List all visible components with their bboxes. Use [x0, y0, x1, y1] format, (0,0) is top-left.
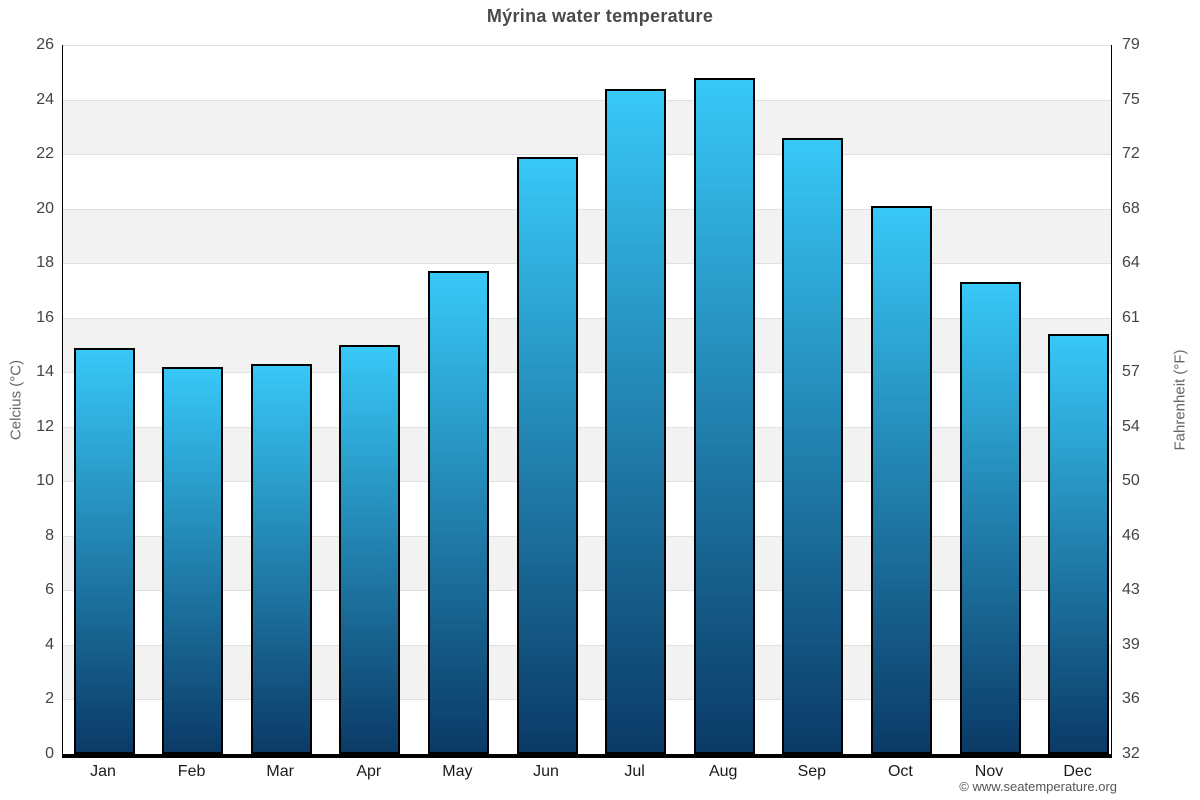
gridline	[63, 481, 1111, 483]
gridline	[63, 426, 1111, 428]
fahrenheit-tick: 72	[1122, 145, 1140, 163]
month-label-aug: Aug	[708, 763, 738, 780]
month-label-jan: Jan	[90, 763, 116, 780]
bar-jul	[605, 88, 667, 754]
month-label-jun: Jun	[533, 763, 559, 780]
bar-nov	[959, 282, 1021, 754]
fahrenheit-tick: 32	[1122, 745, 1140, 762]
bar-aug	[693, 77, 755, 754]
plot-band	[63, 372, 1111, 427]
plot-area	[62, 45, 1112, 758]
celsius-tick: 22	[36, 145, 54, 163]
bar-apr	[339, 344, 401, 754]
celsius-tick: 20	[36, 199, 54, 217]
celsius-tick: 14	[36, 363, 54, 381]
month-label-may: May	[442, 763, 473, 780]
bar-jan	[73, 347, 135, 754]
celsius-tick: 6	[45, 581, 54, 599]
gridline	[63, 154, 1111, 156]
month-label-feb: Feb	[177, 763, 206, 780]
fahrenheit-tick: 64	[1122, 254, 1140, 272]
bar-oct	[870, 205, 932, 754]
gridline	[63, 644, 1111, 646]
gridline	[63, 317, 1111, 319]
gridline	[63, 590, 1111, 592]
plot-band	[63, 45, 1111, 100]
fahrenheit-tick: 36	[1122, 690, 1140, 708]
celsius-tick: 8	[45, 526, 54, 544]
gridline	[63, 699, 1111, 701]
fahrenheit-tick: 61	[1122, 308, 1140, 326]
month-label-oct: Oct	[887, 763, 913, 780]
celsius-tick: 24	[36, 90, 54, 108]
fahrenheit-tick: 75	[1122, 90, 1140, 108]
fahrenheit-tick: 54	[1122, 417, 1140, 435]
fahrenheit-tick: 46	[1122, 526, 1140, 544]
celsius-tick: 0	[45, 745, 54, 762]
plot-band	[63, 481, 1111, 536]
gridline	[63, 208, 1111, 210]
bar-jun	[516, 156, 578, 754]
bar-feb	[162, 366, 224, 754]
plot-band	[63, 590, 1111, 645]
plot-band	[63, 99, 1111, 155]
bar-may	[427, 271, 489, 754]
fahrenheit-tick: 68	[1122, 199, 1140, 217]
month-label-apr: Apr	[356, 763, 382, 780]
celsius-tick: 10	[36, 472, 54, 490]
copyright-text: © www.seatemperature.org	[959, 779, 1117, 794]
fahrenheit-tick: 57	[1122, 363, 1140, 381]
month-label-sep: Sep	[797, 763, 827, 780]
fahrenheit-tick: 50	[1122, 472, 1140, 490]
celsius-tick: 4	[45, 635, 54, 653]
plot-band	[63, 317, 1111, 373]
bar-dec	[1048, 334, 1110, 754]
gridline	[63, 45, 1111, 46]
plot-band	[63, 208, 1111, 264]
fahrenheit-tick: 39	[1122, 635, 1140, 653]
month-label-dec: Dec	[1063, 763, 1092, 780]
gridline	[63, 263, 1111, 265]
celsius-tick: 2	[45, 690, 54, 708]
gridline	[63, 99, 1111, 101]
month-label-jul: Jul	[624, 763, 645, 780]
plot-band	[63, 699, 1111, 754]
plot-band	[63, 644, 1111, 700]
fahrenheit-tick: 79	[1122, 36, 1140, 53]
fahrenheit-tick: 43	[1122, 581, 1140, 599]
plot-band	[63, 263, 1111, 318]
plot-band	[63, 426, 1111, 482]
plot-band	[63, 535, 1111, 591]
gridline	[63, 372, 1111, 374]
plot-band	[63, 154, 1111, 209]
celsius-tick: 26	[36, 36, 54, 53]
bar-sep	[782, 137, 844, 754]
chart-title: Mýrina water temperature	[486, 6, 714, 26]
celsius-tick: 12	[36, 417, 54, 435]
bar-mar	[250, 364, 312, 754]
month-label-mar: Mar	[266, 763, 294, 780]
month-label-nov: Nov	[974, 763, 1004, 780]
celsius-tick: 18	[36, 254, 54, 272]
gridline	[63, 535, 1111, 537]
celsius-tick: 16	[36, 308, 54, 326]
